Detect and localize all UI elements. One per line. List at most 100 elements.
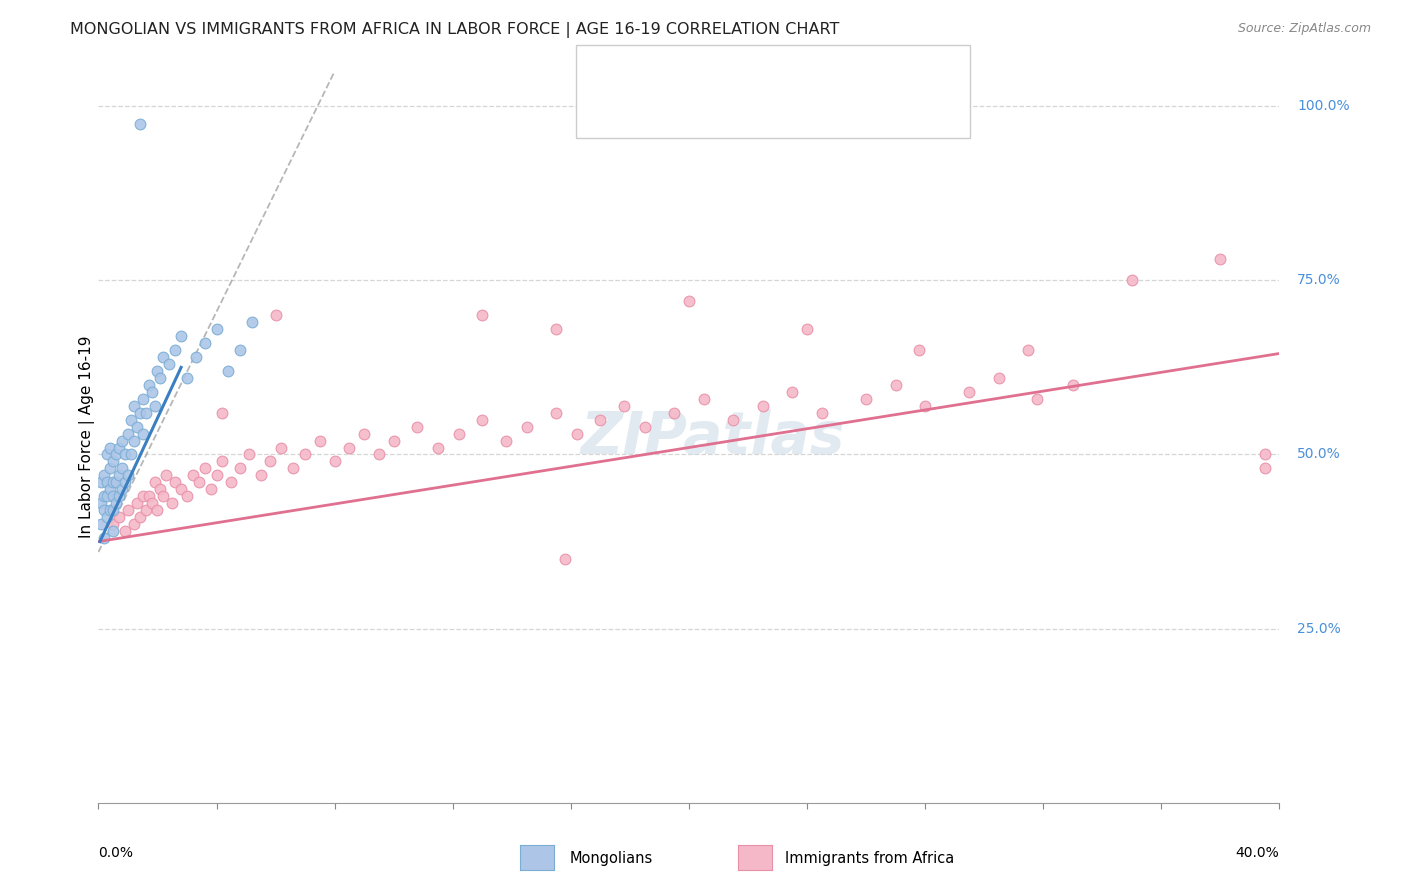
Point: [382, 434, 405, 448]
Point: [309, 434, 332, 448]
Point: [90, 475, 112, 490]
Point: [125, 419, 148, 434]
Point: [613, 399, 636, 413]
Point: [693, 392, 716, 406]
Point: [211, 406, 233, 420]
Point: [194, 336, 217, 351]
Text: 75.0%: 75.0%: [1298, 273, 1341, 287]
Point: [122, 434, 145, 448]
Point: [105, 496, 128, 510]
Point: [108, 510, 131, 524]
Text: N = 77: N = 77: [790, 103, 852, 121]
Point: [98, 503, 121, 517]
Point: [200, 483, 222, 497]
Point: [855, 392, 877, 406]
Point: [114, 524, 136, 538]
Point: [914, 399, 936, 413]
Point: [149, 371, 172, 385]
Point: [165, 343, 187, 357]
Point: [146, 364, 169, 378]
Point: [1254, 448, 1277, 462]
Point: [782, 384, 804, 399]
Point: [181, 468, 204, 483]
Point: [170, 329, 193, 343]
Point: [796, 322, 818, 336]
Point: [427, 441, 450, 455]
Point: [103, 475, 125, 490]
Point: [187, 475, 209, 490]
Point: [1209, 252, 1232, 267]
Point: [93, 468, 115, 483]
Point: [103, 524, 125, 538]
Point: [157, 357, 180, 371]
Point: [125, 496, 148, 510]
Point: [98, 441, 121, 455]
Point: [128, 510, 150, 524]
Point: [90, 517, 112, 532]
Point: [323, 454, 346, 468]
Point: [283, 461, 305, 475]
Point: [908, 343, 931, 357]
Point: [155, 468, 177, 483]
Point: [565, 426, 588, 441]
Point: [103, 454, 125, 468]
Point: [337, 441, 360, 455]
Point: [353, 426, 375, 441]
Point: [111, 483, 134, 497]
Point: [751, 399, 773, 413]
Point: [515, 419, 537, 434]
Point: [103, 517, 125, 532]
Point: [132, 489, 155, 503]
Point: [146, 503, 169, 517]
Point: [117, 468, 139, 483]
Point: [108, 468, 131, 483]
Point: [884, 377, 907, 392]
Point: [219, 475, 242, 490]
Point: [240, 315, 263, 329]
Point: [120, 412, 142, 426]
Text: Mongolians: Mongolians: [569, 851, 652, 865]
Point: [96, 448, 118, 462]
Text: MONGOLIAN VS IMMIGRANTS FROM AFRICA IN LABOR FORCE | AGE 16-19 CORRELATION CHART: MONGOLIAN VS IMMIGRANTS FROM AFRICA IN L…: [70, 22, 839, 38]
Point: [143, 475, 166, 490]
Point: [138, 489, 160, 503]
Point: [117, 426, 139, 441]
Point: [250, 468, 273, 483]
Point: [108, 441, 131, 455]
Point: [810, 406, 832, 420]
Text: R = 0.526: R = 0.526: [664, 103, 747, 121]
Point: [959, 384, 981, 399]
Point: [96, 475, 118, 490]
Point: [721, 412, 744, 426]
Point: [105, 448, 128, 462]
Point: [368, 448, 391, 462]
Text: 25.0%: 25.0%: [1298, 622, 1341, 636]
Point: [111, 434, 134, 448]
Point: [194, 461, 217, 475]
Y-axis label: In Labor Force | Age 16-19: In Labor Force | Age 16-19: [79, 335, 96, 539]
Point: [138, 377, 160, 392]
Point: [128, 406, 150, 420]
Point: [544, 406, 567, 420]
Point: [589, 412, 612, 426]
Text: 50.0%: 50.0%: [1298, 448, 1341, 461]
Point: [471, 412, 494, 426]
Point: [294, 448, 316, 462]
Point: [105, 475, 128, 490]
Point: [664, 406, 686, 420]
Point: [162, 496, 183, 510]
Point: [96, 510, 118, 524]
Point: [90, 496, 112, 510]
Point: [1017, 343, 1039, 357]
Point: [495, 434, 517, 448]
Text: 0.0%: 0.0%: [98, 846, 134, 860]
Point: [270, 441, 292, 455]
Point: [205, 468, 228, 483]
Point: [1254, 461, 1277, 475]
Point: [96, 489, 118, 503]
Point: [170, 483, 193, 497]
Point: [93, 503, 115, 517]
Point: [447, 426, 470, 441]
Point: [152, 350, 174, 364]
Point: [103, 503, 125, 517]
